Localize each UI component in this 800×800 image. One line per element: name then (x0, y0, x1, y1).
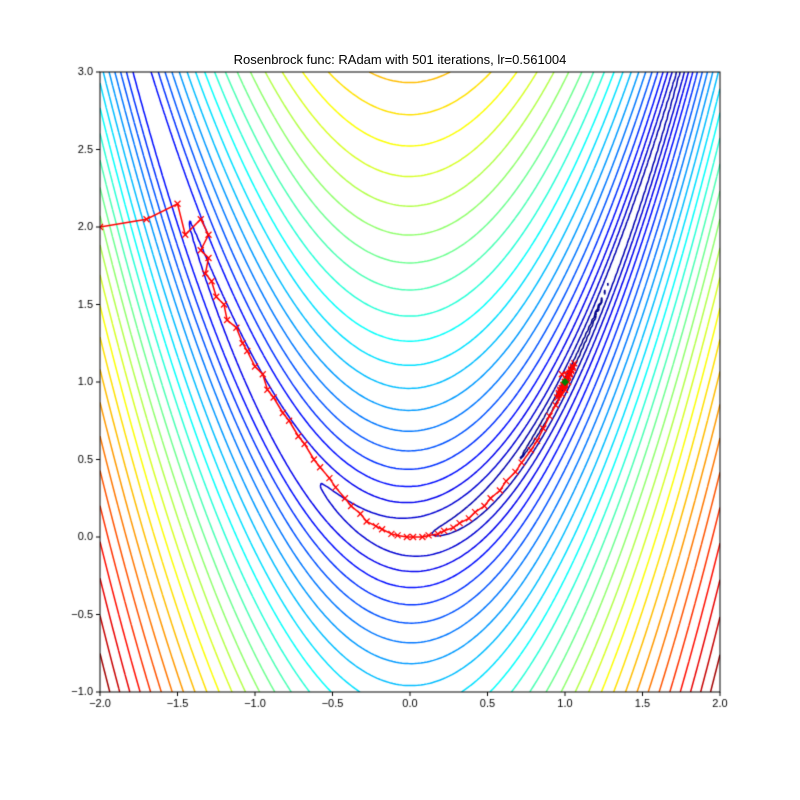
chart-title: Rosenbrock func: RAdam with 501 iteratio… (0, 52, 800, 67)
chart-container: Rosenbrock func: RAdam with 501 iteratio… (0, 0, 800, 800)
contour-plot-canvas (0, 0, 800, 800)
